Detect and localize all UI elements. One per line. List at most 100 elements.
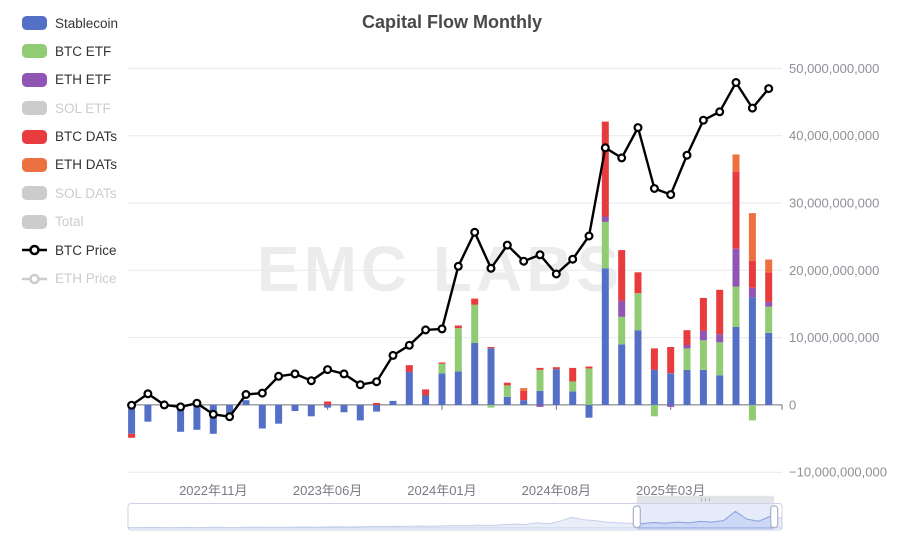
- btc-price-point[interactable]: [404, 340, 414, 350]
- bar-segment-btc-dats[interactable]: [667, 347, 675, 374]
- bar-segment-stablecoin[interactable]: [536, 390, 544, 405]
- bar-segment-stablecoin[interactable]: [291, 404, 299, 411]
- btc-price-point[interactable]: [698, 115, 708, 125]
- bar-segment-eth-etf[interactable]: [601, 216, 609, 222]
- bar-segment-stablecoin[interactable]: [144, 404, 152, 422]
- btc-price-point[interactable]: [633, 123, 643, 133]
- legend-item-btc-price[interactable]: BTC Price: [22, 243, 118, 258]
- bar-segment-eth-etf[interactable]: [748, 287, 756, 298]
- bar-segment-stablecoin[interactable]: [307, 404, 315, 417]
- bar-segment-btc-dats[interactable]: [454, 325, 462, 329]
- btc-price-point[interactable]: [649, 184, 659, 194]
- bar-segment-btc-etf[interactable]: [454, 328, 462, 372]
- bar-segment-btc-dats[interactable]: [748, 260, 756, 288]
- datazoom-right-handle[interactable]: [770, 505, 779, 529]
- bar-segment-btc-etf[interactable]: [683, 348, 691, 370]
- btc-price-point[interactable]: [421, 325, 431, 335]
- bar-segment-btc-dats[interactable]: [634, 272, 642, 294]
- bar-segment-eth-etf[interactable]: [765, 301, 773, 307]
- btc-price-point[interactable]: [731, 77, 741, 87]
- btc-price-point[interactable]: [568, 254, 578, 264]
- bar-segment-stablecoin[interactable]: [585, 404, 593, 418]
- bar-segment-stablecoin[interactable]: [209, 404, 217, 434]
- bar-segment-stablecoin[interactable]: [683, 369, 691, 405]
- bar-segment-btc-dats[interactable]: [650, 348, 658, 370]
- bar-segment-btc-etf[interactable]: [765, 306, 773, 333]
- bar-segment-btc-dats[interactable]: [438, 362, 446, 364]
- btc-price-point[interactable]: [764, 84, 774, 94]
- legend-item-btc-etf[interactable]: BTC ETF: [22, 44, 118, 59]
- btc-price-point[interactable]: [372, 377, 382, 387]
- bar-segment-stablecoin[interactable]: [454, 371, 462, 405]
- legend-item-eth-price[interactable]: ETH Price: [22, 271, 118, 286]
- bar-segment-btc-dats[interactable]: [373, 402, 381, 405]
- bar-segment-btc-dats[interactable]: [405, 365, 413, 372]
- bar-segment-stablecoin[interactable]: [601, 268, 609, 405]
- bar-segment-stablecoin[interactable]: [471, 343, 479, 405]
- btc-price-point[interactable]: [666, 190, 676, 200]
- btc-price-point[interactable]: [682, 150, 692, 160]
- bar-segment-stablecoin[interactable]: [765, 332, 773, 405]
- bar-segment-btc-etf[interactable]: [438, 363, 446, 374]
- bar-segment-btc-etf[interactable]: [536, 369, 544, 391]
- btc-price-point[interactable]: [453, 261, 463, 271]
- bar-segment-stablecoin[interactable]: [438, 373, 446, 405]
- bar-segment-eth-dats[interactable]: [748, 213, 756, 261]
- bar-segment-btc-dats[interactable]: [765, 272, 773, 302]
- btc-price-point[interactable]: [617, 153, 627, 163]
- btc-price-point[interactable]: [715, 107, 725, 117]
- bar-segment-eth-etf[interactable]: [683, 345, 691, 349]
- bar-segment-btc-dats[interactable]: [503, 382, 511, 386]
- bar-segment-stablecoin[interactable]: [356, 404, 364, 421]
- bar-segment-eth-dats[interactable]: [765, 259, 773, 273]
- bar-segment-btc-dats[interactable]: [487, 347, 495, 349]
- btc-price-point[interactable]: [355, 380, 365, 390]
- bar-segment-eth-etf[interactable]: [716, 334, 724, 343]
- bar-segment-btc-dats[interactable]: [683, 330, 691, 345]
- bar-segment-btc-dats[interactable]: [520, 390, 528, 401]
- bar-segment-btc-dats[interactable]: [585, 366, 593, 369]
- bar-segment-stablecoin[interactable]: [569, 391, 577, 405]
- bar-segment-eth-etf[interactable]: [536, 404, 544, 407]
- legend-item-eth-dats[interactable]: ETH DATs: [22, 157, 118, 172]
- btc-price-point[interactable]: [176, 402, 186, 412]
- bar-segment-stablecoin[interactable]: [634, 330, 642, 405]
- btc-price-point[interactable]: [208, 409, 218, 419]
- legend-item-btc-dats[interactable]: BTC DATs: [22, 129, 118, 144]
- btc-price-point[interactable]: [127, 400, 137, 410]
- bar-segment-eth-dats[interactable]: [732, 154, 740, 172]
- bar-segment-btc-etf[interactable]: [487, 404, 495, 408]
- bar-segment-btc-etf[interactable]: [748, 404, 756, 421]
- bar-segment-btc-etf[interactable]: [634, 293, 642, 331]
- bar-segment-stablecoin[interactable]: [128, 404, 136, 434]
- bar-segment-btc-dats[interactable]: [422, 389, 430, 396]
- btc-price-point[interactable]: [502, 240, 512, 250]
- bar-segment-btc-etf[interactable]: [569, 381, 577, 392]
- bar-segment-btc-dats[interactable]: [569, 367, 577, 382]
- bar-segment-btc-dats[interactable]: [536, 367, 544, 370]
- bar-segment-stablecoin[interactable]: [716, 375, 724, 405]
- btc-price-point[interactable]: [339, 369, 349, 379]
- btc-price-point[interactable]: [600, 143, 610, 153]
- btc-price-point[interactable]: [519, 256, 529, 266]
- bar-segment-stablecoin[interactable]: [405, 371, 413, 405]
- bar-segment-btc-dats[interactable]: [471, 298, 479, 305]
- btc-price-point[interactable]: [388, 350, 398, 360]
- bar-segment-btc-dats[interactable]: [128, 433, 136, 438]
- bar-segment-btc-etf[interactable]: [618, 316, 626, 345]
- btc-price-point[interactable]: [323, 365, 333, 375]
- legend-item-sol-etf[interactable]: SOL ETF: [22, 101, 118, 116]
- bar-segment-btc-etf[interactable]: [650, 404, 658, 417]
- bar-segment-stablecoin[interactable]: [552, 369, 560, 405]
- bar-segment-eth-etf[interactable]: [699, 330, 707, 341]
- bar-segment-stablecoin[interactable]: [193, 404, 201, 430]
- bar-segment-btc-etf[interactable]: [601, 221, 609, 269]
- bar-segment-stablecoin[interactable]: [177, 404, 185, 432]
- btc-price-point[interactable]: [290, 369, 300, 379]
- bar-segment-stablecoin[interactable]: [422, 395, 430, 405]
- bar-segment-btc-dats[interactable]: [699, 297, 707, 331]
- bar-segment-btc-dats[interactable]: [601, 121, 609, 217]
- btc-price-point[interactable]: [225, 412, 235, 422]
- bar-segment-stablecoin[interactable]: [324, 404, 332, 408]
- bar-segment-stablecoin[interactable]: [373, 404, 381, 412]
